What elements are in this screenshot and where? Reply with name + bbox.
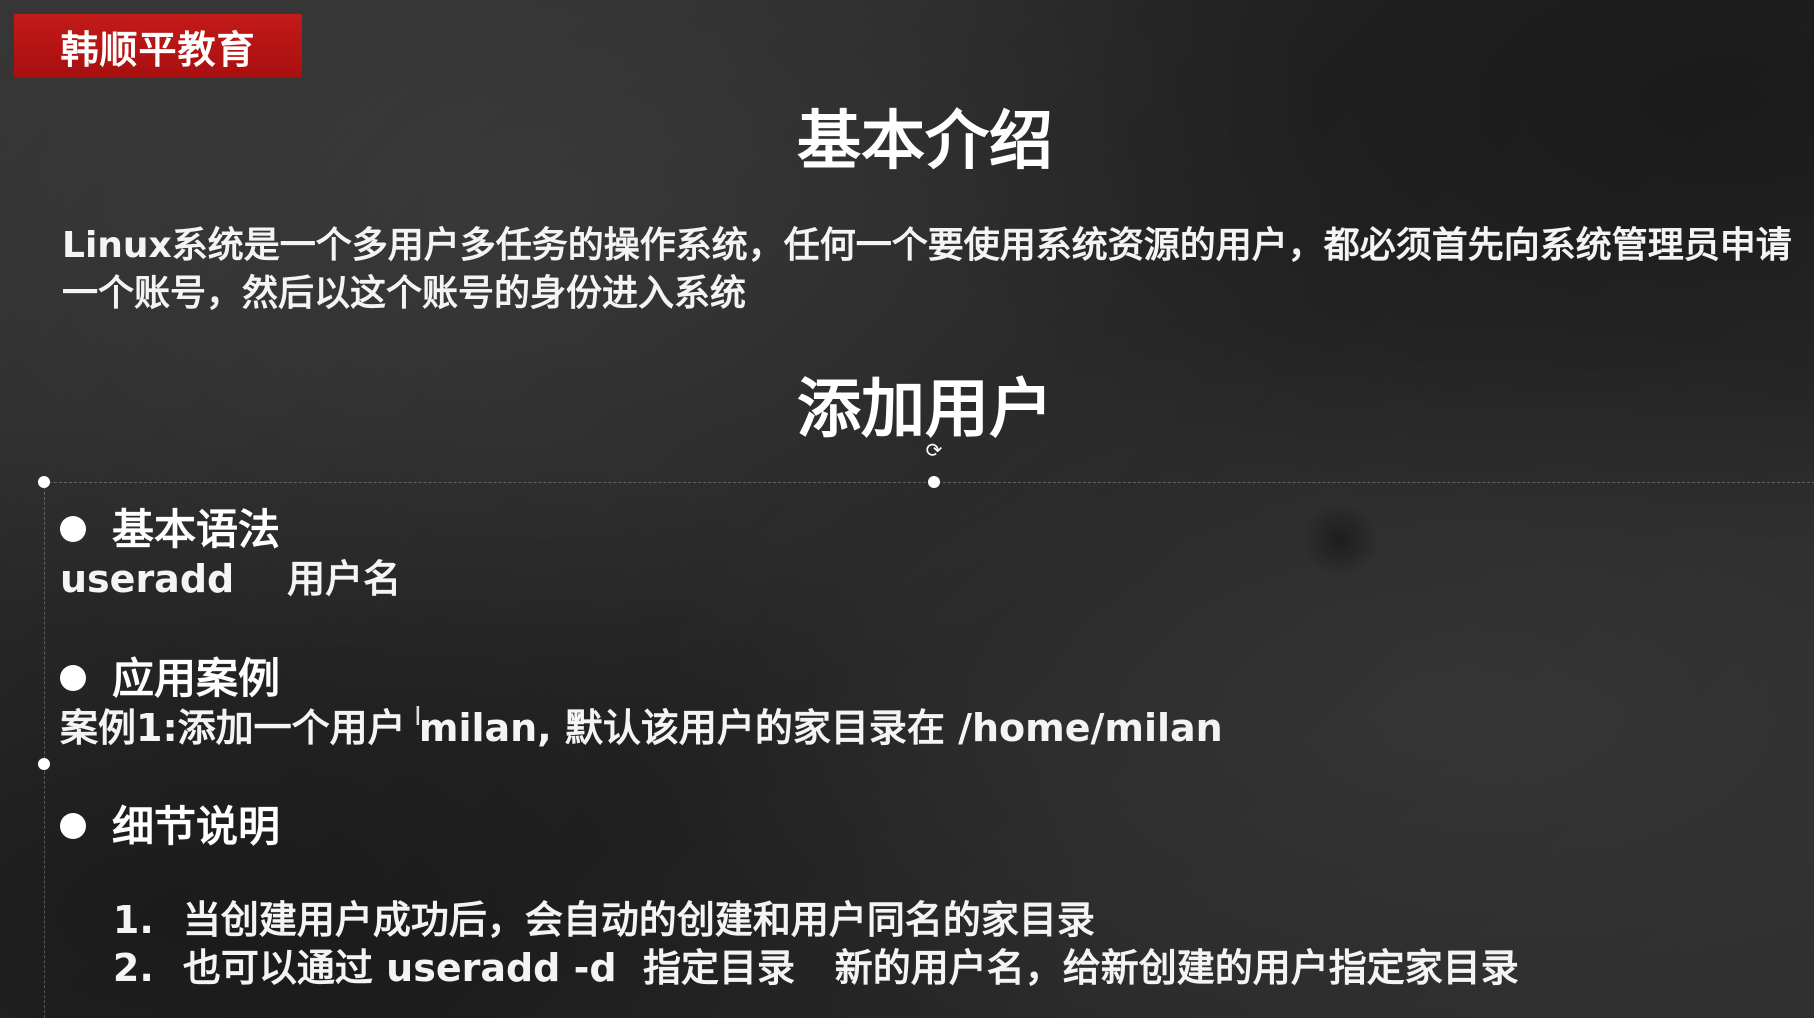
- example-line: 案例1:添加一个用户 milan, 默认该用户的家目录在 /home/milan: [60, 697, 1223, 752]
- section-syntax-label: 基本语法: [112, 505, 280, 554]
- detail-item-text: 也可以通过 useradd -d 指定目录 新的用户名，给新创建的用户指定家目录: [183, 946, 1519, 990]
- section-example-label: 应用案例: [112, 654, 280, 703]
- resize-handle-middle-left[interactable]: [38, 758, 50, 770]
- syntax-line: useradd 用户名: [60, 548, 401, 603]
- bullet-icon: [60, 665, 86, 691]
- section-details-label: 细节说明: [112, 802, 280, 851]
- detail-item-2: 2. 也可以通过 useradd -d 指定目录 新的用户名，给新创建的用户指定家…: [60, 893, 1519, 1018]
- rotate-handle-icon[interactable]: ⟳: [922, 438, 946, 462]
- intro-paragraph: Linux系统是一个多用户多任务的操作系统，任何一个要使用系统资源的用户，都必须…: [62, 222, 1792, 318]
- detail-item-number: 2.: [113, 946, 183, 990]
- bullet-icon: [60, 516, 86, 542]
- text-cursor-icon: I: [414, 702, 422, 732]
- bullet-icon: [60, 813, 86, 839]
- brand-logo: 韩顺平教育: [14, 14, 302, 78]
- resize-handle-top-center[interactable]: [928, 476, 940, 488]
- heading-basic-intro: 基本介绍: [0, 90, 1814, 182]
- heading-add-user: 添加用户: [0, 358, 1814, 450]
- resize-handle-top-left[interactable]: [38, 476, 50, 488]
